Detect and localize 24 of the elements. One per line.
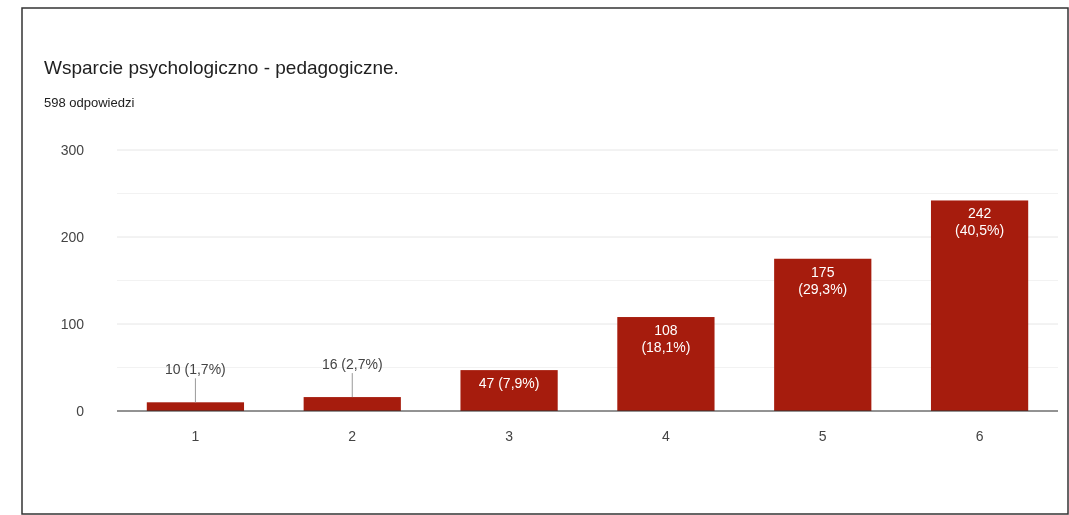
data-label: 47 (7,9%) [478,375,540,392]
data-label: 108 (18,1%) [641,322,691,356]
data-label: 175 (29,3%) [798,263,848,297]
data-label: 242 (40,5%) [955,205,1005,239]
data-label: 16 (2,7%) [321,356,383,373]
x-tick-label: 5 [818,428,827,444]
bar [303,397,401,411]
bar [460,370,558,411]
bar [774,258,872,411]
bar [930,200,1029,411]
chart-title: Wsparcie psychologiczno - pedagogiczne. [44,57,399,78]
x-tick-label: 4 [662,428,671,444]
x-tick-label: 3 [505,428,514,444]
y-tick-label: 300 [60,142,85,158]
x-tick-label: 6 [975,428,984,444]
bar [617,317,715,411]
y-tick-label: 100 [60,316,85,332]
bar [146,402,245,411]
x-tick-label: 1 [191,428,200,444]
data-label: 10 (1,7%) [165,361,226,378]
y-tick-label: 200 [60,229,85,245]
y-tick-label: 0 [76,403,85,419]
chart-subtitle: 598 odpowiedzi [44,95,135,110]
x-tick-label: 2 [348,428,357,444]
